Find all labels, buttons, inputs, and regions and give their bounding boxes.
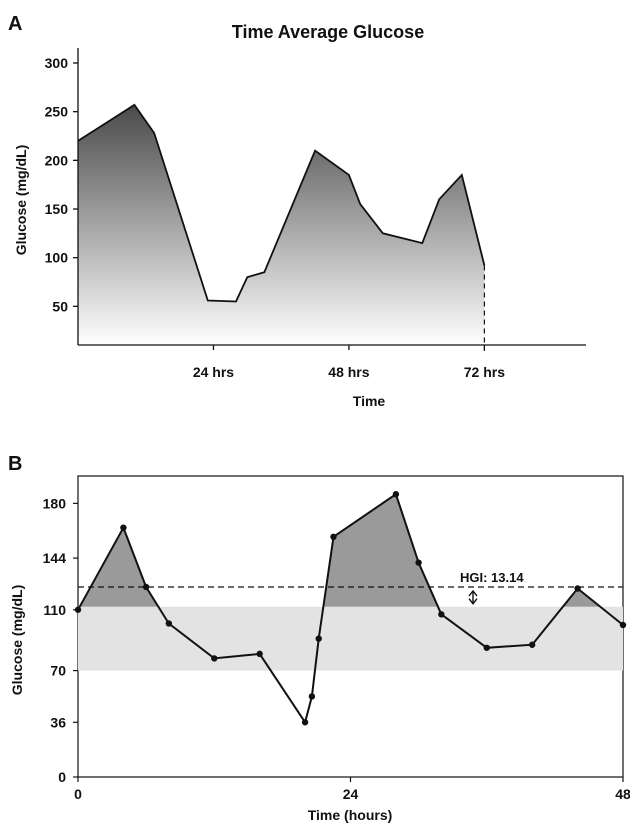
panel-a-y-tick-label: 250: [45, 104, 69, 120]
panel-a-y-axis-label: Glucose (mg/dL): [13, 145, 29, 255]
panel-b-y-tick-label: 144: [43, 550, 67, 566]
panel-a-glucose-line: [77, 103, 486, 303]
panel-b-data-point: [308, 693, 316, 700]
panel-b-data-point: [315, 635, 322, 642]
panel-a-x-axis-label: Time: [353, 393, 386, 409]
panel-a: A Time Average Glucose Glucose (mg/dL) T…: [8, 13, 586, 409]
panel-b-y-tick-label: 0: [58, 769, 66, 785]
panel-a-y-tick-label: 100: [45, 250, 69, 266]
panel-a-x-tick-label: 72 hrs: [464, 364, 505, 380]
panel-b-x-axis-label: Time (hours): [308, 807, 393, 823]
panel-b-hgi-arrow-icon: [468, 589, 478, 605]
panel-b: B Glucose (mg/dL) Time (hours) HGI: 13.1…: [8, 453, 630, 823]
panel-b-x-tick-label: 48: [615, 786, 630, 802]
panel-b-data-point: [165, 620, 173, 627]
panel-b-data-point: [330, 533, 337, 541]
panel-b-target-range-band: [78, 606, 623, 671]
panel-b-data-point: [619, 621, 627, 629]
panel-b-y-tick-label: 36: [50, 714, 66, 730]
panel-b-data-point: [438, 611, 445, 618]
panel-a-y-tick-label: 300: [45, 55, 69, 71]
panel-b-hyperglycemia-area: [79, 494, 601, 607]
panel-b-data-point: [528, 641, 536, 648]
panel-b-data-point: [256, 650, 263, 658]
panel-b-data-point: [120, 524, 127, 531]
panel-b-y-tick-label: 180: [43, 495, 67, 511]
panel-b-data-point: [301, 719, 309, 726]
panel-b-y-tick-label: 110: [43, 602, 66, 618]
panel-b-data-point: [211, 655, 218, 662]
panel-b-data-point: [392, 491, 400, 498]
panel-a-y-tick-label: 150: [45, 201, 69, 217]
panel-b-letter: B: [8, 453, 22, 475]
panel-b-data-point: [415, 559, 422, 566]
panel-b-y-axis-label: Glucose (mg/dL): [9, 585, 25, 695]
panel-b-data-point: [142, 583, 150, 591]
panel-a-y-tick-label: 200: [45, 152, 69, 168]
panel-b-data-point: [574, 585, 581, 592]
panel-a-title: Time Average Glucose: [232, 22, 424, 42]
panel-a-x-tick-label: 48 hrs: [328, 364, 369, 380]
panel-b-x-tick-label: 0: [74, 786, 82, 802]
panel-b-y-tick-label: 70: [50, 663, 66, 679]
panel-a-y-tick-label: 50: [52, 298, 68, 314]
panel-a-glucose-area: [78, 104, 485, 346]
panel-b-hgi-label: HGI: 13.14: [460, 570, 524, 585]
panel-b-data-point: [483, 644, 490, 651]
panel-a-letter: A: [8, 13, 22, 35]
panel-b-x-tick-label: 24: [343, 786, 359, 802]
panel-a-x-tick-label: 24 hrs: [193, 364, 234, 380]
